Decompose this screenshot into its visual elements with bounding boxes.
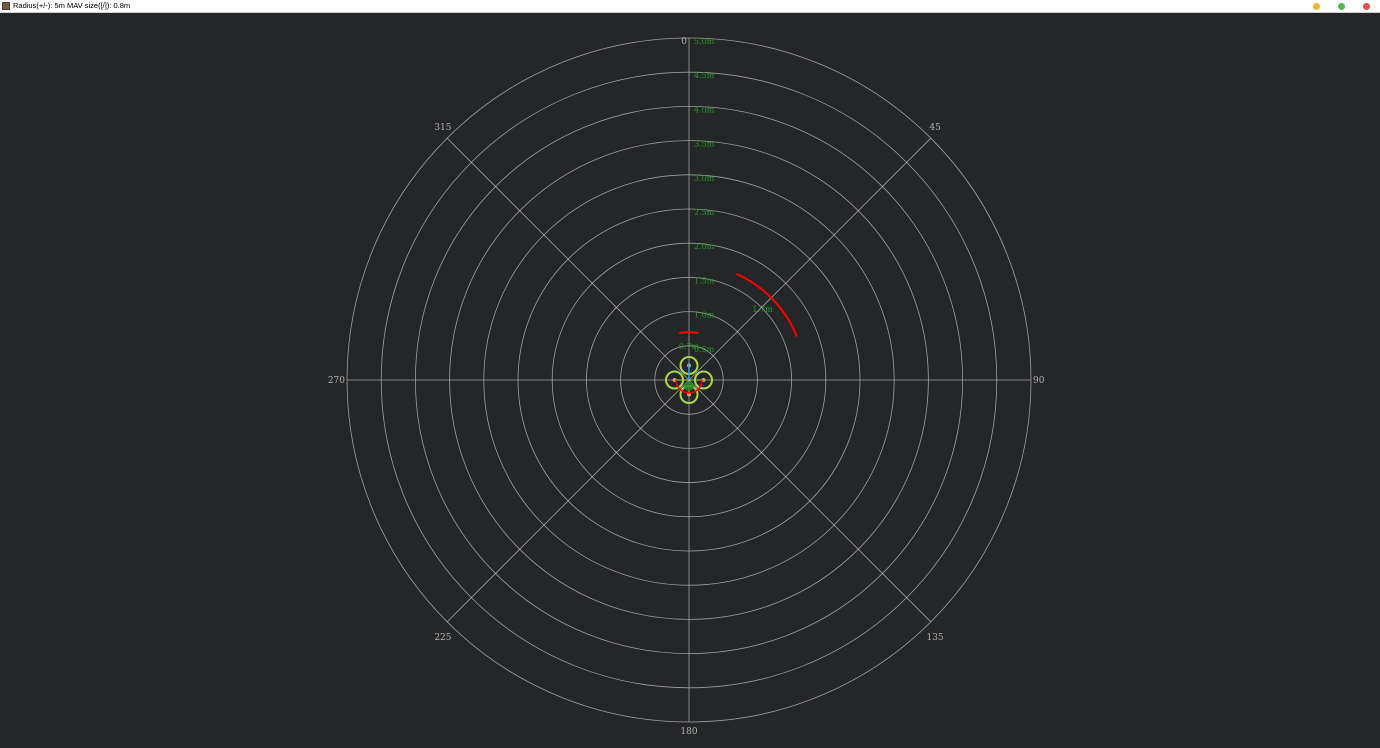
range-label: 1.5m xyxy=(694,276,715,285)
mav-body xyxy=(684,381,694,391)
range-label: 3.0m xyxy=(694,174,715,183)
obstacle-arc xyxy=(735,272,798,337)
angle-label: 90 xyxy=(1033,376,1045,386)
obstacle-distance-label: 0.7m xyxy=(679,342,700,351)
mav-rotor xyxy=(694,370,714,390)
obstacle-arc xyxy=(678,331,700,335)
angle-label: 0 xyxy=(681,37,687,47)
range-label: 4.5m xyxy=(694,71,715,80)
window-title: Radius(+/-): 5m MAV size([/]): 0.8m xyxy=(13,1,131,10)
range-label: 2.0m xyxy=(694,242,715,251)
radar-plot: 0 45 90 135 180 225 270 315 0.5m 1.0m 1.5m 2.0m 2.5m… xyxy=(328,37,1045,737)
range-label: 4.0m xyxy=(694,105,715,114)
bearing-line xyxy=(688,137,932,381)
maximize-button[interactable] xyxy=(1338,3,1345,10)
range-label: 1.0m xyxy=(694,311,715,320)
range-label: 5.0m xyxy=(694,37,715,46)
minimize-button[interactable] xyxy=(1313,3,1320,10)
angle-label: 135 xyxy=(926,633,943,643)
bearing-line xyxy=(688,379,932,623)
angle-label: 315 xyxy=(434,123,451,133)
range-label: 3.5m xyxy=(694,140,715,149)
angle-label: 45 xyxy=(929,123,941,133)
bearing-line xyxy=(446,137,690,381)
angle-label: 180 xyxy=(680,727,697,737)
bearing-line xyxy=(446,379,690,623)
mav-rotor xyxy=(664,370,684,390)
angle-label: 225 xyxy=(434,633,451,643)
angle-label: 270 xyxy=(328,376,345,386)
app-icon xyxy=(2,2,10,10)
range-label: 0.5m xyxy=(694,345,715,354)
range-label: 2.5m xyxy=(694,208,715,217)
mav-safety-arc xyxy=(675,379,703,394)
close-button[interactable] xyxy=(1363,3,1370,10)
title-bar: Radius(+/-): 5m MAV size([/]): 0.8m xyxy=(0,0,1380,13)
obstacle-distance-label: 1.7m xyxy=(752,305,773,314)
